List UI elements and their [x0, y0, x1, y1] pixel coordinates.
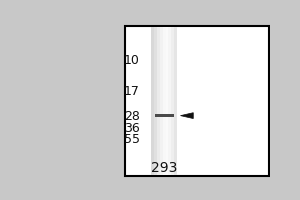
Bar — [155, 114, 173, 117]
Bar — [174, 27, 177, 175]
Text: 28: 28 — [124, 110, 140, 123]
Bar — [163, 27, 166, 175]
Polygon shape — [181, 113, 193, 119]
Bar — [154, 27, 157, 175]
Bar — [125, 26, 269, 176]
Bar — [152, 27, 154, 175]
Bar — [171, 27, 174, 175]
Bar — [166, 27, 169, 175]
Text: 55: 55 — [124, 133, 140, 146]
Text: 293: 293 — [151, 161, 177, 175]
Bar — [157, 27, 160, 175]
Bar — [169, 27, 171, 175]
Text: 36: 36 — [124, 122, 140, 135]
Bar — [160, 27, 163, 175]
Text: 17: 17 — [124, 85, 140, 98]
Text: 10: 10 — [124, 54, 140, 67]
